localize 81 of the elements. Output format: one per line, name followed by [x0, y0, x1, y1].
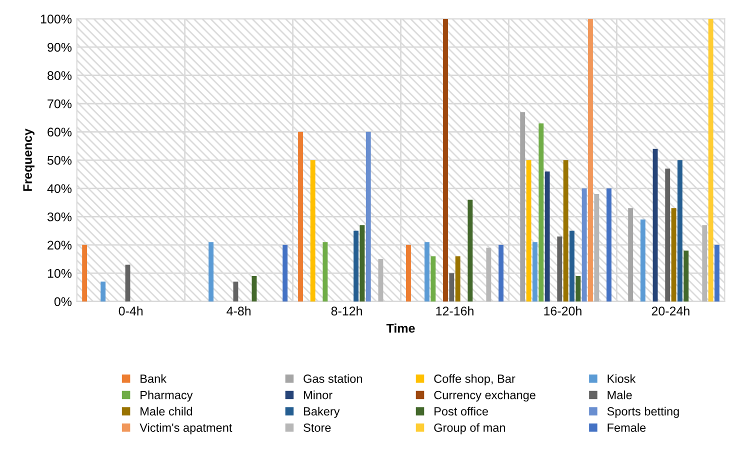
bar [498, 244, 504, 302]
bar [714, 244, 720, 302]
bar [570, 230, 574, 302]
y-tick-label: 20% [48, 240, 72, 250]
legend-label: Currency exchange [434, 390, 536, 402]
bar [468, 200, 473, 302]
bar [588, 18, 593, 302]
bar [557, 236, 562, 302]
y-tick-label: 90% [48, 42, 72, 52]
legend-label: Male [608, 390, 632, 400]
bar [233, 282, 238, 302]
y-tick-label: 10% [48, 268, 72, 278]
bar [406, 244, 411, 302]
bar [282, 244, 288, 302]
legend-label: Minor [304, 390, 332, 400]
bar [310, 160, 316, 302]
x-tick-label: 0-4h [118, 306, 143, 316]
y-tick-label: 60% [48, 128, 72, 137]
bar [82, 244, 88, 302]
bar [486, 248, 492, 302]
bar [640, 219, 646, 302]
y-tick-label: 40% [47, 184, 72, 194]
bar [252, 276, 257, 302]
legend-label: Victim's apatment [140, 423, 232, 434]
bar [702, 225, 708, 302]
bar [576, 276, 581, 302]
bar [354, 230, 359, 302]
bar [594, 194, 600, 302]
bar [526, 160, 532, 302]
bar [366, 132, 371, 302]
bar [455, 256, 460, 302]
bar [443, 18, 448, 302]
y-tick-label: 70% [48, 99, 72, 108]
x-tick-label: 20-24h [652, 306, 690, 316]
y-axis-title: Frequency [23, 128, 34, 191]
legend-label: Post office [434, 406, 488, 416]
legend-label: Coffe shop, Bar [434, 374, 516, 386]
legend-label: Group of man [434, 423, 506, 434]
bar [708, 18, 714, 302]
legend-label: Bakery [304, 406, 340, 418]
bar [532, 242, 538, 302]
legend-label: Store [304, 424, 331, 432]
bar [360, 225, 365, 302]
bar [100, 282, 106, 302]
bar [544, 171, 550, 302]
bar [606, 188, 612, 302]
legend-label: Bank [140, 374, 167, 383]
bar [582, 188, 587, 302]
bar [538, 123, 544, 302]
x-tick-label: 12-16h [436, 306, 474, 316]
legend-label: Kiosk [608, 374, 636, 383]
bar [671, 208, 676, 302]
x-tick-label: 4-8h [226, 306, 251, 316]
legend-label: Male child [140, 406, 192, 416]
bar [208, 242, 214, 302]
bar [125, 264, 130, 302]
legend-label: Gas station [304, 374, 362, 383]
legend-label: Pharmacy [140, 390, 193, 402]
bar [652, 148, 658, 302]
legend-label: Sports betting [607, 406, 679, 418]
bar [563, 160, 568, 302]
bar [520, 112, 526, 302]
y-tick-label: 30% [47, 212, 72, 222]
bar [298, 132, 303, 302]
bar [424, 242, 430, 302]
y-tick-label: 50% [47, 156, 72, 165]
bar [684, 250, 689, 302]
y-tick-label: 100% [40, 14, 72, 24]
x-tick-label: 16-20h [544, 306, 582, 316]
x-axis-title: Time [386, 324, 415, 333]
legend-label: Female [608, 423, 646, 432]
bar [378, 259, 384, 302]
bar [677, 160, 682, 302]
bar [322, 242, 328, 302]
bar [449, 273, 454, 302]
bar [628, 208, 634, 302]
x-tick-label: 8-12h [331, 306, 362, 316]
bar [430, 256, 436, 302]
bar [665, 168, 670, 302]
y-tick-label: 80% [48, 71, 72, 80]
y-tick-label: 0% [54, 297, 72, 306]
